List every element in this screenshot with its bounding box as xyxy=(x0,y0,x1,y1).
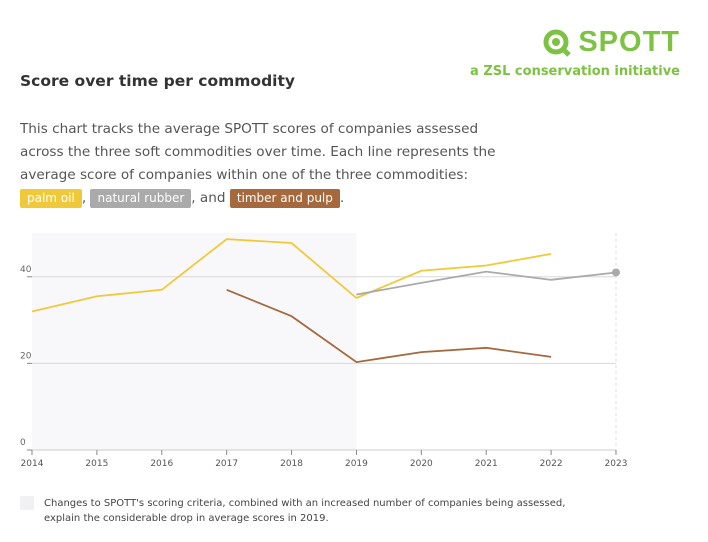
y-tick-label: 20 xyxy=(20,351,32,361)
series-endpoint-marker xyxy=(612,268,620,277)
x-tick-label: 2014 xyxy=(21,459,44,469)
x-tick-label: 2019 xyxy=(345,459,368,469)
y-tick-label: 0 xyxy=(20,438,26,448)
spott-logo[interactable]: SPOTT a ZSL conservation initiative xyxy=(470,26,680,79)
shaded-region xyxy=(32,233,357,450)
series-line-natural-rubber xyxy=(356,270,617,296)
shaded-legend-swatch xyxy=(20,496,34,510)
logo-name: SPOTT xyxy=(578,26,680,58)
logo-tagline: a ZSL conservation initiative xyxy=(470,64,680,79)
legend-natural-rubber[interactable]: natural rubber xyxy=(90,189,192,208)
series-line-timber-and-pulp xyxy=(226,288,552,364)
x-tick-label: 2018 xyxy=(280,459,303,469)
x-tick-label: 2023 xyxy=(605,459,628,469)
x-tick-label: 2021 xyxy=(475,459,498,469)
legend-timber-pulp[interactable]: timber and pulp xyxy=(229,189,340,208)
chart-title: Score over time per commodity xyxy=(20,72,295,90)
spott-magnifier-icon xyxy=(543,29,572,57)
x-tick-label: 2022 xyxy=(540,459,563,469)
footnote: Changes to SPOTT's scoring criteria, com… xyxy=(20,496,600,526)
chart-description: This chart tracks the average SPOTT scor… xyxy=(20,121,496,208)
x-tick-label: 2020 xyxy=(410,459,433,469)
legend-palm-oil[interactable]: palm oil xyxy=(20,189,82,208)
x-tick-label: 2016 xyxy=(150,459,173,469)
x-tick-label: 2017 xyxy=(215,459,238,469)
line-chart: 0 20 40 2014 2015 2016 2017 2018 2019 2020 2021 202… xyxy=(20,233,628,469)
series-line-palm-oil xyxy=(31,238,552,313)
y-tick-label: 40 xyxy=(20,265,32,275)
x-tick-label: 2015 xyxy=(85,459,108,469)
